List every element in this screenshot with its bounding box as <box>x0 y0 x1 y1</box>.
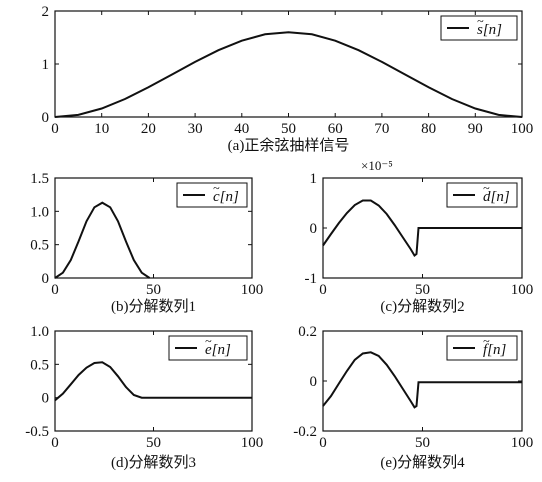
legend-label: e[n] <box>205 342 231 358</box>
x-tick-label: 50 <box>415 282 430 298</box>
x-tick-label: 70 <box>374 121 389 137</box>
legend-box-a <box>440 15 518 41</box>
legend-accent-mark: ~ <box>483 334 490 348</box>
y-tick-label: -0.2 <box>293 424 317 440</box>
x-tick-label: 20 <box>141 121 156 137</box>
subplot-e: 0 50 100-0.200.2~f[n](e)分解数列4 <box>293 324 533 471</box>
x-tick-label: 50 <box>415 435 430 451</box>
x-tick-label: 0 <box>51 282 59 298</box>
y-tick-label: 1.0 <box>30 204 49 220</box>
y-tick-label: 0 <box>42 110 50 126</box>
subplot-caption: (a)正余弦抽样信号 <box>228 136 350 154</box>
series-line-a-0 <box>54 31 523 118</box>
legend-label: d[n] <box>483 189 510 205</box>
series-line-b-0 <box>54 201 151 279</box>
y-tick-label: 1.5 <box>30 171 49 187</box>
y-tick-label: 1 <box>310 171 318 187</box>
subplot-b: 0 50 100 0 0.5 1.0 1.5 ~c[n] (b)分解数列1 <box>30 171 263 315</box>
y-tick-label: 0 <box>310 374 318 390</box>
y-tick-label: 0 <box>42 271 50 287</box>
subplot-caption: (d)分解数列3 <box>111 454 196 471</box>
x-tick-label: 50 <box>281 121 296 137</box>
subplot-caption: (e)分解数列4 <box>380 454 465 471</box>
legend-label: f[n] <box>483 342 507 358</box>
x-tick-label: 0 <box>51 121 59 137</box>
y-tick-label: 0.5 <box>30 238 49 254</box>
y-tick-label: 0 <box>310 221 318 237</box>
y-tick-label: -1 <box>305 271 318 287</box>
legend-accent-mark: ~ <box>205 334 212 348</box>
subplot-a: 0 10 20 30 40 50 60 70 80 90 100 0 1 2 ~s[n] (a)正余弦抽样信号 <box>42 4 534 154</box>
x-tick-label: 10 <box>94 121 109 137</box>
x-tick-label: 0 <box>319 435 327 451</box>
x-tick-label: 40 <box>234 121 249 137</box>
x-tick-label: 100 <box>511 282 534 298</box>
subplot-d: 0 50 100-0.500.51.0~e[n](d)分解数列3 <box>25 324 263 471</box>
legend-label: c[n] <box>213 189 239 205</box>
x-tick-label: 50 <box>146 282 161 298</box>
x-tick-label: 50 <box>146 435 161 451</box>
y-tick-label: 1.0 <box>30 324 49 340</box>
subplot-caption: (c)分解数列2 <box>380 298 464 315</box>
y-tick-label: 2 <box>42 4 50 20</box>
y-tick-label: 1 <box>42 57 50 73</box>
x-tick-label: 100 <box>511 121 534 137</box>
x-tick-label: 100 <box>241 435 264 451</box>
x-tick-label: 100 <box>511 435 534 451</box>
y-tick-label: 0.5 <box>30 357 49 373</box>
legend-accent-mark: ~ <box>213 181 220 195</box>
x-tick-label: 60 <box>328 121 343 137</box>
x-tick-label: 90 <box>468 121 483 137</box>
subplot-c: 0 50 100-101×10⁻⁵~d[n](c)分解数列2 <box>305 158 534 315</box>
x-tick-label: 30 <box>188 121 203 137</box>
x-tick-label: 0 <box>51 435 59 451</box>
series-line-c-0 <box>322 199 522 257</box>
y-tick-label: -0.5 <box>25 424 49 440</box>
legend-accent-mark: ~ <box>477 14 484 28</box>
y-tick-label: 0 <box>42 391 50 407</box>
series-line-e-0 <box>322 351 522 409</box>
legend-label: s[n] <box>477 22 502 38</box>
x-tick-label: 0 <box>319 282 327 298</box>
axis-exponent-label: ×10⁻⁵ <box>361 158 393 173</box>
y-tick-label: 0.2 <box>298 324 317 340</box>
x-tick-label: 80 <box>421 121 436 137</box>
subplot-caption: (b)分解数列1 <box>111 298 196 315</box>
x-tick-label: 100 <box>241 282 264 298</box>
legend-accent-mark: ~ <box>483 181 490 195</box>
series-line-d-0 <box>54 361 252 402</box>
